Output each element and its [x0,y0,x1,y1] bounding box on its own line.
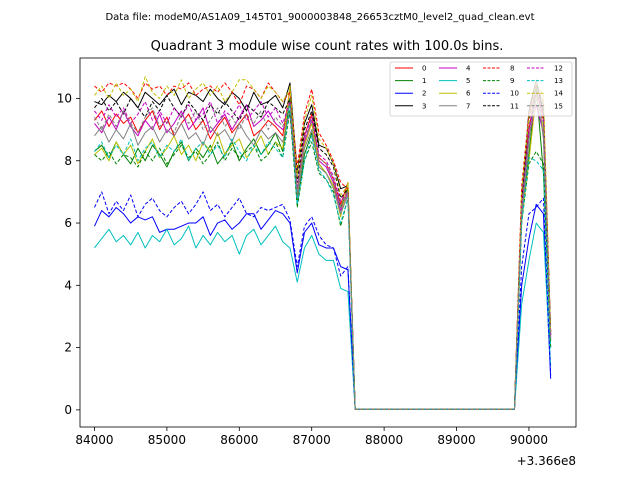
axes-frame [79,57,577,428]
legend-label-8: 8 [510,65,514,73]
legend-label-7: 7 [466,102,470,110]
y-tick-label: 10 [57,91,72,105]
series-line-5 [94,222,552,410]
series-line-11 [94,82,552,410]
x-tick-label: 85000 [148,433,186,447]
series-line-2 [94,203,552,410]
y-axis: 0 2 4 6 8 10 [57,91,80,417]
series-line-15 [94,97,552,410]
series-line-10 [94,191,552,410]
legend-label-9: 9 [510,77,514,85]
series-line-9 [94,110,552,410]
x-axis: 84000 85000 86000 87000 88000 89000 90000 [75,427,548,447]
series-line-6 [94,85,552,410]
legend-label-3: 3 [422,102,426,110]
x-offset-label: +3.366e8 [517,454,576,468]
y-tick-label: 0 [64,403,72,417]
y-tick-label: 4 [64,278,72,292]
legend-label-5: 5 [466,77,470,85]
legend-label-14: 14 [554,90,563,98]
legend-box [389,61,573,117]
x-tick-label: 86000 [220,433,258,447]
legend-label-12: 12 [554,65,563,73]
legend-label-0: 0 [422,65,426,73]
legend-label-13: 13 [554,77,563,85]
y-tick-label: 8 [64,154,72,168]
x-tick-label: 90000 [510,433,548,447]
y-tick-label: 6 [64,216,72,230]
series-line-13 [94,104,552,410]
legend-label-4: 4 [466,65,471,73]
series-line-1 [94,85,552,410]
y-tick-label: 2 [64,341,72,355]
series-line-0 [94,85,552,410]
legend-label-11: 11 [510,102,519,110]
x-tick-label: 84000 [75,433,113,447]
x-tick-label: 89000 [437,433,475,447]
x-tick-label: 87000 [293,433,331,447]
series-line-14 [94,76,552,410]
x-tick-label: 88000 [365,433,403,447]
legend-label-1: 1 [422,77,426,85]
legend-label-15: 15 [554,102,563,110]
series-line-3 [94,79,552,410]
series-layer [94,76,552,410]
chart-title: Quadrant 3 module wise count rates with … [151,39,504,54]
plot-area: 84000 85000 86000 87000 88000 89000 90000 0 2 4 6… [57,57,577,468]
legend-label-6: 6 [466,90,471,98]
suptitle: Data file: modeM0/AS1A09_145T01_90000038… [105,12,534,23]
legend-label-10: 10 [510,90,519,98]
legend-label-2: 2 [422,90,426,98]
series-line-7 [94,79,552,410]
